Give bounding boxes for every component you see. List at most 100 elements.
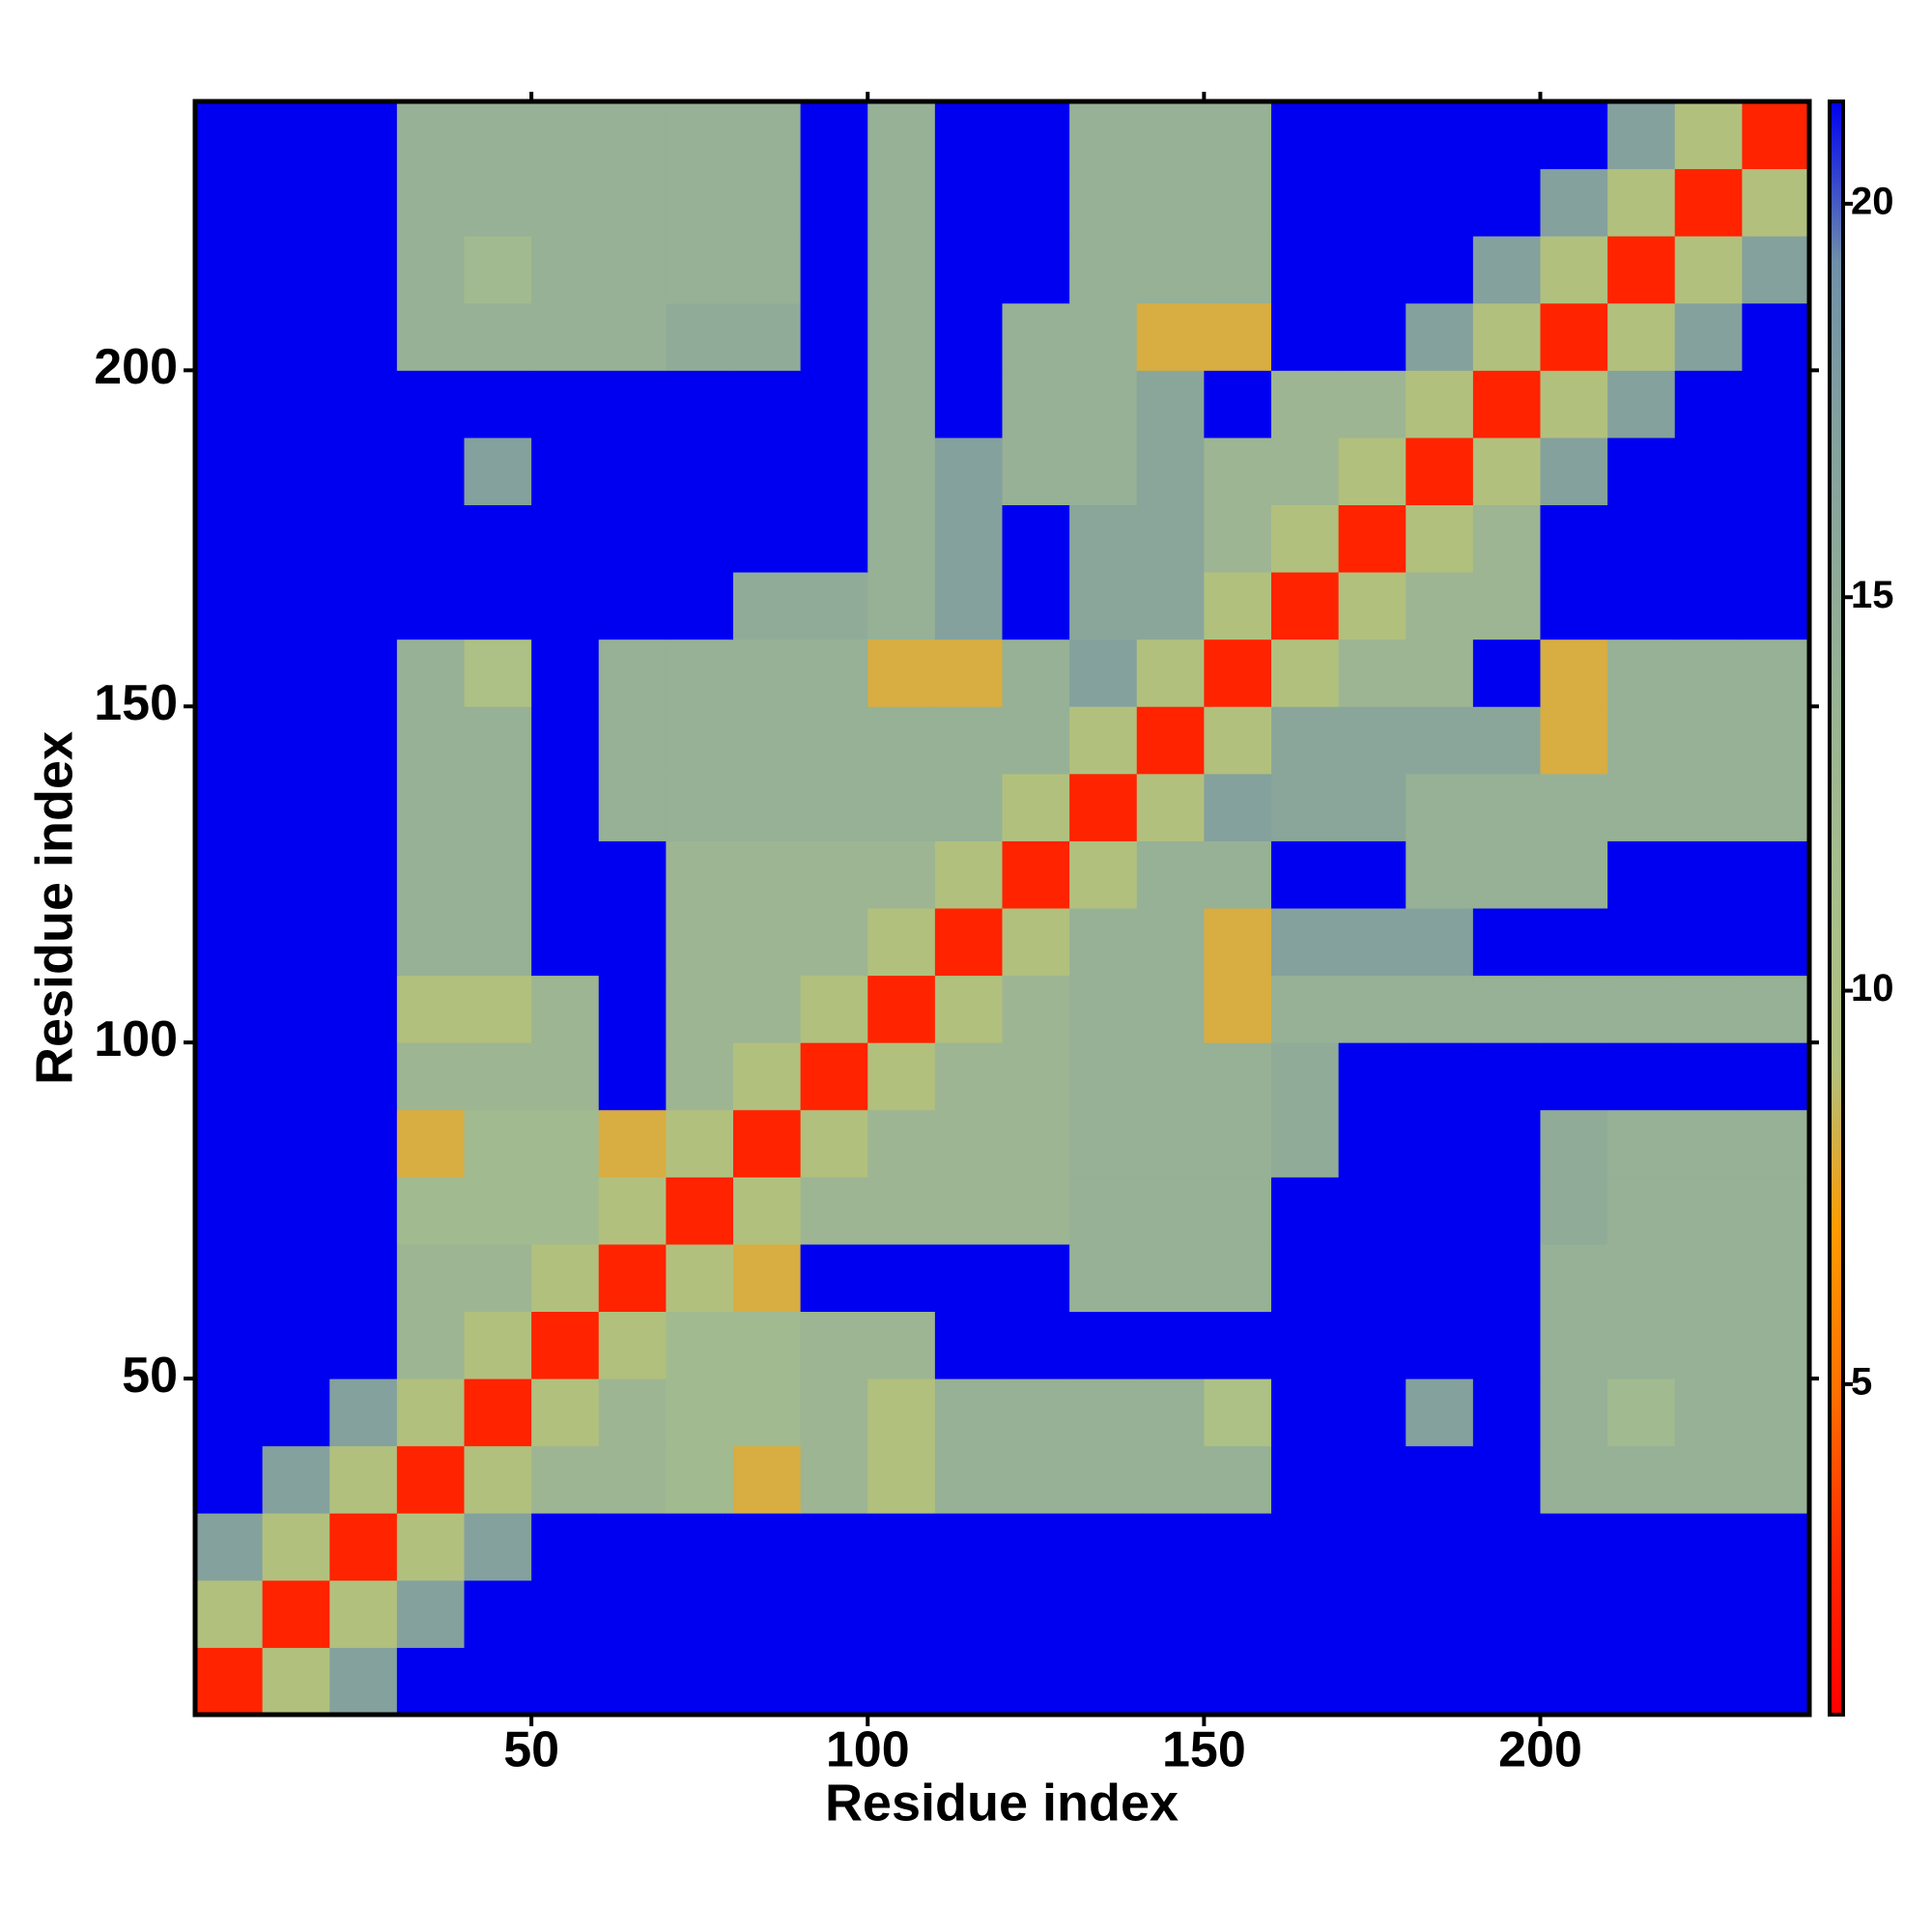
heatmap-cell: [1338, 302, 1406, 371]
heatmap-cell: [733, 1042, 802, 1111]
heatmap-cell: [1540, 572, 1608, 640]
heatmap-cell: [1204, 1311, 1272, 1379]
heatmap-cell: [396, 1445, 465, 1514]
heatmap-cell: [1674, 1243, 1743, 1312]
colorbar-tick-label: 10: [1851, 967, 1894, 1009]
heatmap-cell: [464, 1647, 532, 1716]
heatmap-cell: [733, 1378, 802, 1447]
heatmap-cell: [1271, 437, 1340, 505]
heatmap-cell: [1069, 1042, 1138, 1111]
heatmap-cell: [1069, 1647, 1138, 1716]
heatmap-cell: [1338, 1378, 1406, 1447]
heatmap-cell: [1271, 168, 1340, 237]
heatmap-cell: [1069, 1177, 1138, 1245]
heatmap-cell: [800, 302, 868, 371]
heatmap-cell: [195, 639, 264, 707]
heatmap-cell: [934, 706, 1003, 775]
heatmap-cell: [1069, 370, 1138, 439]
heatmap-cell: [1204, 1445, 1272, 1514]
heatmap-cell: [867, 504, 936, 573]
heatmap-cell: [329, 572, 398, 640]
heatmap-cell: [396, 168, 465, 237]
heatmap-cell: [733, 840, 802, 909]
heatmap-cell: [396, 908, 465, 977]
heatmap-cell: [1002, 908, 1070, 977]
heatmap-cell: [1204, 1579, 1272, 1648]
heatmap-cell: [1607, 1109, 1676, 1178]
heatmap-cell: [262, 706, 330, 775]
heatmap-cell: [1069, 1243, 1138, 1312]
heatmap-cell: [733, 1647, 802, 1716]
heatmap-cell: [1002, 1445, 1070, 1514]
heatmap-cell: [598, 1311, 667, 1379]
heatmap-cell: [867, 1445, 936, 1514]
heatmap-cell: [1674, 1445, 1743, 1514]
heatmap-cell: [262, 773, 330, 841]
heatmap-cell: [1406, 639, 1474, 707]
heatmap-cell: [396, 1311, 465, 1379]
heatmap-cell: [1338, 572, 1406, 640]
heatmap-cell: [1607, 370, 1676, 439]
heatmap-cell: [1338, 908, 1406, 977]
heatmap-cell: [1338, 1177, 1406, 1245]
heatmap-cell: [598, 1647, 667, 1716]
heatmap-cell: [195, 1647, 264, 1716]
heatmap-cell: [1607, 504, 1676, 573]
heatmap-cell: [262, 1513, 330, 1581]
heatmap-cell: [1204, 302, 1272, 371]
heatmap-cell: [1002, 302, 1070, 371]
heatmap-cell: [329, 302, 398, 371]
heatmap-cell: [1271, 1311, 1340, 1379]
heatmap-cell: [1136, 437, 1205, 505]
heatmap-cell: [1540, 1445, 1608, 1514]
heatmap-cell: [1406, 773, 1474, 841]
axes: 50 100 150 200 50 100 150 200: [94, 92, 1819, 1778]
heatmap-cell: [867, 1579, 936, 1648]
heatmap-cell: [934, 370, 1003, 439]
heatmap-cell: [464, 437, 532, 505]
heatmap-cell: [1540, 101, 1608, 170]
heatmap-cell: [464, 1311, 532, 1379]
heatmap-cell: [262, 1311, 330, 1379]
heatmap-cell: [464, 370, 532, 439]
heatmap-cell: [262, 1177, 330, 1245]
heatmap-cell: [1472, 1243, 1541, 1312]
heatmap-cell: [800, 168, 868, 237]
heatmap-cell: [1204, 975, 1272, 1043]
heatmap-cell: [934, 1177, 1003, 1245]
heatmap-cell: [531, 1109, 600, 1178]
heatmap-cell: [1607, 1177, 1676, 1245]
heatmap-cell: [934, 168, 1003, 237]
heatmap-cell: [1540, 1647, 1608, 1716]
heatmap-cell: [733, 1311, 802, 1379]
heatmap-cell: [934, 572, 1003, 640]
heatmap-cell: [733, 1445, 802, 1514]
heatmap-cell: [1674, 1177, 1743, 1245]
heatmap-cell: [1069, 639, 1138, 707]
heatmap-cell: [598, 302, 667, 371]
heatmap-cell: [531, 437, 600, 505]
heatmap-cell: [1002, 706, 1070, 775]
heatmap-cell: [464, 1378, 532, 1447]
heatmap-cell: [1271, 706, 1340, 775]
heatmap-cell: [329, 504, 398, 573]
heatmap-cell: [800, 639, 868, 707]
heatmap-cell: [1742, 706, 1810, 775]
heatmap-cell: [195, 908, 264, 977]
heatmap-cell: [329, 639, 398, 707]
heatmap-cell: [733, 1177, 802, 1245]
heatmap-cell: [666, 1177, 734, 1245]
heatmap-cell: [396, 302, 465, 371]
heatmap-cell: [666, 773, 734, 841]
heatmap-cell: [1607, 1647, 1676, 1716]
heatmap-cell: [1204, 908, 1272, 977]
heatmap-cell: [1136, 639, 1205, 707]
heatmap-cell: [1271, 1378, 1340, 1447]
heatmap-cell: [464, 1177, 532, 1245]
heatmap-cell: [1271, 1647, 1340, 1716]
heatmap-cell: [1271, 840, 1340, 909]
heatmap-cell: [1136, 370, 1205, 439]
heatmap-cell: [867, 773, 936, 841]
heatmap-cell: [1406, 706, 1474, 775]
heatmap-cell: [867, 1513, 936, 1581]
